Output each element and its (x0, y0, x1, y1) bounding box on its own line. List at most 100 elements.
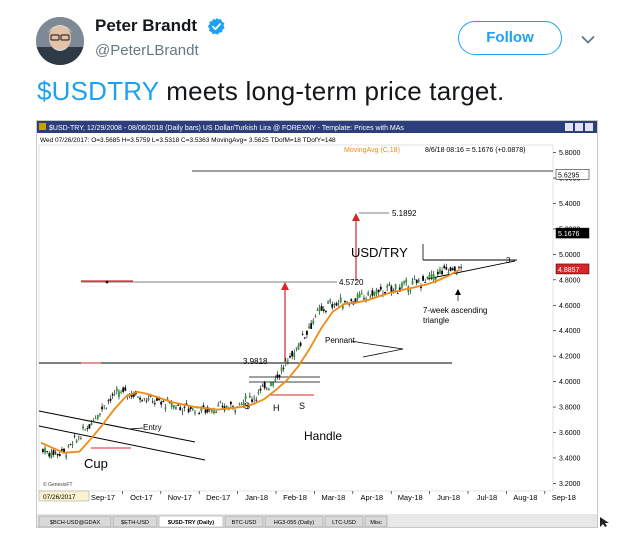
x-tick-label: Jul-18 (477, 493, 497, 502)
last-bar-info: 8/6/18 08:16 = 5.1676 (+0.0878) (425, 147, 525, 154)
candle-body (50, 452, 53, 459)
candle-body (411, 280, 414, 285)
candle-body (413, 278, 416, 281)
candle-body (181, 410, 184, 412)
candle-body (272, 382, 275, 386)
candle-body (185, 403, 188, 405)
candle-body (151, 401, 154, 403)
level-dot (105, 280, 109, 284)
annotation-triangle: 7-week ascending triangle (423, 306, 487, 325)
pennant-upper (362, 342, 404, 350)
price-box-label: 5.6295 (558, 172, 580, 179)
follow-button[interactable]: Follow (458, 21, 562, 55)
candle-body (270, 382, 272, 387)
price-box-label: 5.1676 (558, 231, 580, 238)
chart-title: $USD-TRY, 12/29/2008 - 08/06/2018 (Daily… (49, 125, 404, 132)
x-tick-label: Aug-18 (513, 493, 537, 502)
chart-image[interactable]: $USD-TRY, 12/29/2008 - 08/06/2018 (Daily… (36, 120, 598, 528)
candle-body (339, 297, 342, 303)
window-controls[interactable] (565, 123, 593, 131)
candle-body (436, 271, 439, 275)
candle-body (441, 270, 443, 275)
candle-body (327, 302, 329, 304)
moving-average-line (40, 268, 461, 454)
candle-body (160, 401, 163, 405)
y-tick-label: 3.4000 (559, 455, 581, 462)
chart-tab-label: Misc (370, 520, 382, 526)
chart-tab[interactable]: LTC-USD (324, 515, 364, 527)
chevron-down-icon[interactable] (581, 32, 595, 44)
candle-body (369, 296, 372, 298)
chart-tab[interactable]: $BCH-USD@GDAX (38, 515, 112, 527)
annotation-label: Pennant (325, 336, 356, 345)
ma-label: MovingAvg (C,18) (344, 147, 400, 154)
candle-body (401, 282, 403, 288)
candle-body (295, 347, 298, 349)
candle-body (460, 267, 462, 269)
price-chart: $USD-TRY, 12/29/2008 - 08/06/2018 (Daily… (37, 121, 597, 527)
candle-body (183, 406, 186, 408)
y-tick-label: 4.0000 (559, 379, 581, 386)
y-tick-label: 4.8000 (559, 277, 581, 284)
candle-body (107, 400, 110, 402)
candle-body (447, 271, 450, 273)
candle-body (132, 392, 135, 397)
author-handle[interactable]: @PeterLBrandt (95, 42, 199, 59)
chart-window-icon (39, 123, 46, 130)
chart-tab-label: LTC-USD (332, 520, 356, 526)
candle-body (115, 388, 118, 392)
candle-body (84, 429, 87, 431)
candle-body (234, 410, 237, 412)
chart-tab-label: $BCH-USD@GDAX (50, 520, 100, 526)
level-label: 4.5720 (339, 278, 364, 287)
candle-body (221, 405, 224, 408)
candle-body (354, 298, 357, 302)
annotation-label: 3 (506, 256, 511, 265)
y-tick-label: 3.6000 (559, 430, 581, 437)
cashtag-link[interactable]: $USDTRY (37, 76, 159, 106)
candle-body (428, 275, 431, 279)
candle-body (388, 284, 391, 286)
candle-body (103, 405, 106, 407)
chart-tab[interactable]: $USD-TRY (Daily) (158, 515, 224, 527)
candle-body (118, 391, 120, 397)
candle-body (162, 401, 165, 402)
candle-body (69, 444, 72, 446)
candle-body (200, 407, 203, 412)
chart-tab[interactable]: HG3-055 (Daily) (264, 515, 324, 527)
level-label: 3.9818 (243, 357, 268, 366)
candle-body (386, 285, 389, 288)
chart-tab[interactable]: $ETH-USD (112, 515, 158, 527)
candle-body (170, 403, 173, 408)
candle-body (303, 337, 306, 339)
candle-body (312, 320, 315, 324)
candle-body (179, 407, 182, 411)
candle-body (259, 388, 262, 391)
candle-body (213, 410, 215, 414)
candle-body (210, 410, 213, 413)
candle-body (177, 404, 179, 406)
candle-body (291, 351, 294, 357)
chart-tab-label: BTC-USD (232, 520, 257, 526)
candle-body (299, 342, 302, 346)
candle-body (251, 399, 253, 402)
candle-body (143, 397, 146, 399)
chart-tab[interactable]: Misc (364, 515, 388, 527)
avatar[interactable] (36, 17, 84, 65)
candle-body (373, 291, 376, 296)
y-tick-label: 4.2000 (559, 354, 581, 361)
candle-body (320, 306, 323, 311)
candle-body (65, 455, 68, 458)
candle-body (390, 286, 393, 293)
candle-body (280, 367, 283, 372)
triangle-pointer-head (455, 289, 461, 295)
price-box (555, 263, 590, 275)
author-name[interactable]: Peter Brandt (95, 16, 198, 35)
candle-body (232, 406, 234, 408)
chart-tab[interactable]: BTC-USD (224, 515, 264, 527)
candle-body (52, 450, 55, 456)
candle-body (71, 443, 74, 445)
candle-body (255, 399, 258, 401)
y-tick-label: 5.8000 (559, 150, 581, 157)
candle-body (44, 447, 46, 454)
